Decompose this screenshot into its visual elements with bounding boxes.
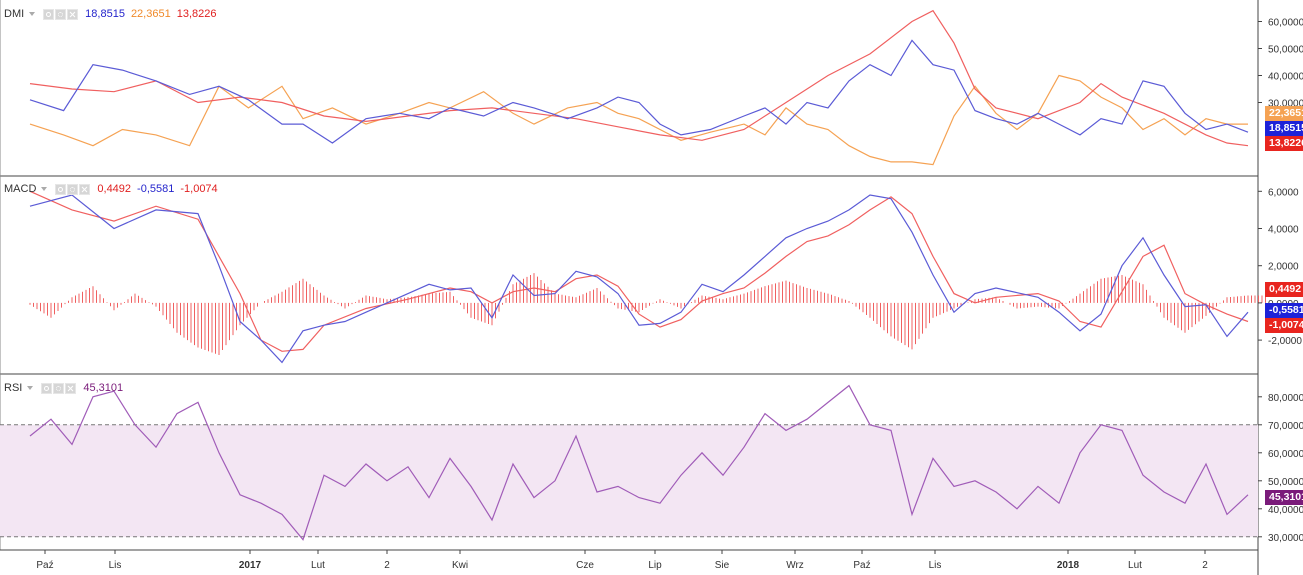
close-icon[interactable] bbox=[65, 382, 77, 394]
rsi-tick-label: 50,0000 bbox=[1268, 477, 1303, 488]
macd-badge-blue: -0,5581 bbox=[1265, 303, 1303, 318]
time-axis-label: 2 bbox=[384, 560, 390, 571]
time-axis-label: 2017 bbox=[239, 560, 262, 571]
rsi-tick-label: 40,0000 bbox=[1268, 505, 1303, 516]
dmi-badge-blue: 18,8515 bbox=[1265, 121, 1303, 136]
macd-badge-red: 0,4492 bbox=[1265, 282, 1303, 297]
chevron-down-icon[interactable] bbox=[27, 386, 34, 390]
dmi-legend: DMI 18,8515 22,3651 13,8226 bbox=[4, 6, 216, 22]
macd-badge-red-2: -1,0074 bbox=[1265, 318, 1303, 333]
time-axis-label: 2 bbox=[1202, 560, 1208, 571]
rsi-band bbox=[0, 424, 1258, 537]
dmi-value-3: 13,8226 bbox=[176, 8, 217, 20]
macd-legend: MACD 0,4492 -0,5581 -1,0074 bbox=[4, 181, 218, 197]
dmi-tick-label: 40,0000 bbox=[1268, 72, 1303, 83]
macd-signal-line bbox=[29, 190, 1249, 352]
rsi-tick-label: 80,0000 bbox=[1268, 393, 1303, 404]
time-axis-label: Sie bbox=[715, 560, 730, 571]
macd-tick-label: 6,0000 bbox=[1268, 187, 1299, 198]
time-axis-label: Lut bbox=[1128, 560, 1142, 571]
rsi-legend: RSI 45,3101 bbox=[4, 380, 123, 396]
macd-value-3: -1,0074 bbox=[180, 183, 218, 195]
time-axis-label: Lip bbox=[648, 560, 662, 571]
macd-tick-label: -2,0000 bbox=[1268, 336, 1302, 347]
dmi-red-line bbox=[29, 9, 1249, 147]
chevron-down-icon[interactable] bbox=[41, 187, 48, 191]
rsi-title: RSI bbox=[4, 382, 23, 394]
close-icon[interactable] bbox=[79, 183, 91, 195]
dmi-badge-red: 13,8226 bbox=[1265, 136, 1303, 151]
rsi-value-1: 45,3101 bbox=[83, 382, 124, 394]
rsi-tick-label: 60,0000 bbox=[1268, 449, 1303, 460]
eye-icon[interactable] bbox=[55, 183, 67, 195]
time-axis-label: Paź bbox=[36, 560, 53, 571]
dmi-value-1: 18,8515 bbox=[85, 8, 125, 20]
time-axis-label: Lis bbox=[929, 560, 942, 571]
gear-icon[interactable] bbox=[53, 382, 65, 394]
gear-icon[interactable] bbox=[67, 183, 79, 195]
dmi-tick-label: 50,0000 bbox=[1268, 45, 1303, 56]
rsi-tick-label: 30,0000 bbox=[1268, 533, 1303, 544]
time-axis-label: Wrz bbox=[786, 560, 804, 571]
chevron-down-icon[interactable] bbox=[29, 12, 36, 16]
macd-value-2: -0,5581 bbox=[137, 183, 175, 195]
dmi-tick-label: 60,0000 bbox=[1268, 18, 1303, 29]
rsi-badge: 45,3101 bbox=[1265, 490, 1303, 505]
macd-value-1: 0,4492 bbox=[97, 183, 132, 195]
close-icon[interactable] bbox=[67, 8, 79, 20]
time-axis-label: Kwi bbox=[452, 560, 468, 571]
gear-icon[interactable] bbox=[55, 8, 67, 20]
time-axis-label: Lut bbox=[311, 560, 325, 571]
eye-icon[interactable] bbox=[43, 8, 55, 20]
dmi-title: DMI bbox=[4, 8, 25, 20]
eye-icon[interactable] bbox=[41, 382, 53, 394]
rsi-tick-label: 70,0000 bbox=[1268, 421, 1303, 432]
time-axis-label: 2018 bbox=[1057, 560, 1080, 571]
macd-title: MACD bbox=[4, 183, 37, 195]
dmi-badge-orange: 22,3651 bbox=[1265, 106, 1303, 121]
macd-tick-label: 2,0000 bbox=[1268, 262, 1299, 273]
time-axis-label: Paź bbox=[853, 560, 870, 571]
dmi-orange-line bbox=[29, 74, 1248, 166]
macd-tick-label: 4,0000 bbox=[1268, 225, 1299, 236]
time-axis-label: Lis bbox=[109, 560, 122, 571]
dmi-blue-line bbox=[29, 39, 1249, 144]
macd-line bbox=[29, 194, 1249, 364]
dmi-value-2: 22,3651 bbox=[130, 8, 171, 20]
time-axis-label: Cze bbox=[576, 560, 594, 571]
dmi-tick-label: 30,0000 bbox=[1268, 99, 1303, 110]
